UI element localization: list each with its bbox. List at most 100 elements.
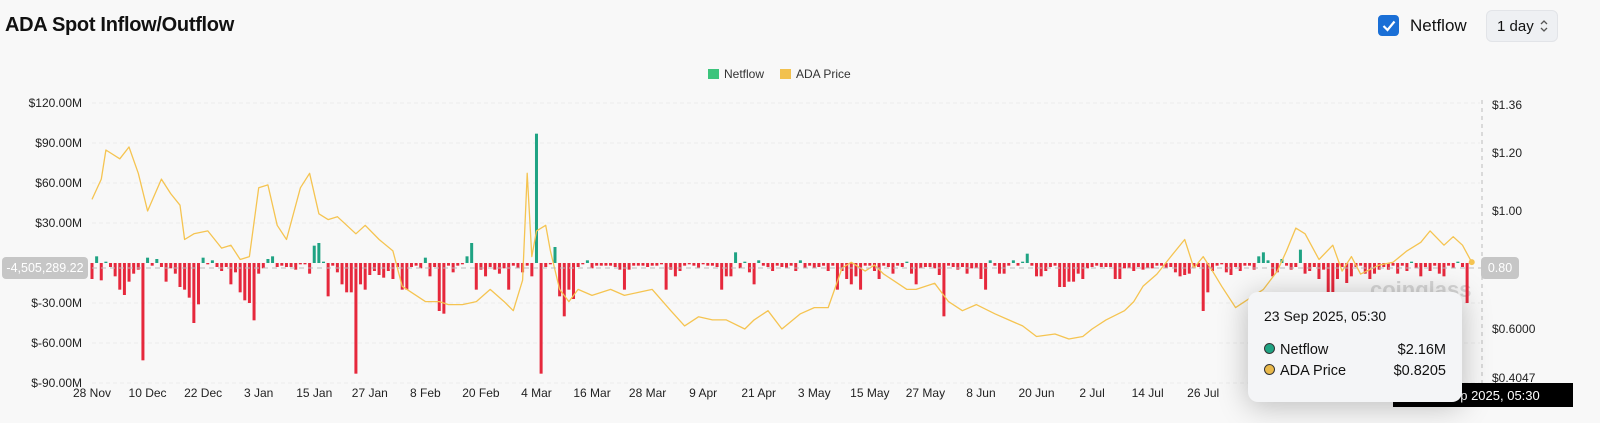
netflow-bar [1308,263,1312,271]
netflow-bar [113,263,117,277]
netflow-bar [1136,263,1140,267]
netflow-bar [1160,263,1164,266]
netflow-bar [109,263,113,267]
netflow-bar [886,263,890,267]
netflow-bar [576,263,580,267]
netflow-bar [322,261,325,263]
netflow-bar [1122,263,1126,269]
netflow-bar [664,263,668,290]
netflow-checkbox[interactable] [1378,15,1399,36]
y-right-tick: $0.6000 [1492,322,1536,336]
netflow-bar [1007,263,1011,266]
netflow-bar [613,263,617,267]
netflow-bar [206,263,210,265]
netflow-bar [970,263,974,269]
netflow-bar [1368,263,1372,279]
y-left-tick: $120.00M [29,96,82,110]
netflow-bar [488,263,492,267]
netflow-bar [1081,263,1085,279]
crosshair-left-value: -4,505,289.22 [2,257,88,279]
netflow-bar [1058,263,1062,287]
netflow-bar [516,263,520,269]
x-tick: 8 Jun [966,386,995,400]
price-line [91,146,1473,340]
netflow-bar [525,263,529,266]
netflow-bar [1386,263,1390,270]
netflow-bar [988,260,992,263]
netflow-bar [655,263,659,266]
netflow-bar [595,263,599,266]
netflow-bar [678,263,682,271]
netflow-bar [789,263,793,266]
netflow-bar [1021,261,1025,263]
netflow-bar [1257,256,1261,263]
netflow-bar [1238,263,1242,271]
netflow-bar [896,263,900,266]
netflow-bar [1085,263,1089,269]
netflow-bar [622,263,626,290]
tooltip-label: Netflow [1280,342,1329,358]
y-left-tick: $-90.00M [31,376,82,390]
netflow-bar [1025,253,1029,263]
netflow-bar [1419,263,1423,277]
netflow-bar [1039,263,1043,277]
y-left-tick: $30.00M [35,216,82,230]
netflow-bar [859,263,863,290]
netflow-bar [720,263,724,290]
netflow-bar [761,263,765,266]
netflow-bar [715,263,719,267]
netflow-bar [1197,263,1201,267]
netflow-bar [433,263,437,267]
netflow-bar [1248,263,1251,266]
tooltip-label: ADA Price [1280,363,1347,379]
netflow-bar [1322,263,1326,270]
netflow-bar [1266,260,1270,263]
netflow-bar [599,263,603,266]
netflow-bar [803,263,807,269]
netflow-bar [706,263,710,266]
netflow-bar [1400,263,1404,266]
netflow-bar [234,263,238,273]
netflow-bar [572,263,576,299]
netflow-bar [562,263,566,317]
tooltip-row-price: ADA Price $0.8205 [1264,363,1446,379]
netflow-bar [1030,263,1034,266]
netflow-bar [391,263,395,279]
netflow-checkbox-label[interactable]: Netflow [1410,16,1467,35]
netflow-bar [840,263,844,271]
netflow-bar [243,263,247,301]
tooltip-value: $0.8205 [1393,363,1446,379]
netflow-bar [409,263,413,267]
netflow-bar [368,263,372,275]
netflow-bar [210,260,214,263]
x-tick: 27 Jan [352,386,388,400]
x-tick: 20 Feb [462,386,500,400]
netflow-bar [363,263,367,290]
x-tick: 27 May [906,386,945,400]
netflow-bar [544,263,548,267]
netflow-bar [1243,263,1247,266]
netflow-bar [437,263,441,311]
netflow-bar [1271,263,1275,277]
netflow-bar [1317,263,1321,279]
netflow-bar [1340,263,1344,267]
netflow-bar [326,263,330,297]
netflow-bar [947,263,951,266]
netflow-bar [1104,263,1108,267]
netflow-bar [845,263,849,279]
netflow-bar [923,263,927,267]
tooltip-value: $2.16M [1397,342,1446,358]
netflow-bar [317,243,321,263]
netflow-bar [493,263,497,270]
netflow-bar [284,263,288,267]
netflow-bar [1433,263,1437,266]
legend-item-price[interactable]: ADA Price [780,67,851,81]
price-point [1468,259,1475,266]
interval-select[interactable]: 1 day [1486,10,1558,42]
legend-item-netflow[interactable]: Netflow [708,67,764,81]
netflow-bar [1099,263,1103,267]
netflow-bar [849,263,853,285]
legend-swatch-netflow [708,69,719,79]
netflow-bar [687,263,691,265]
netflow-bar [822,263,826,266]
